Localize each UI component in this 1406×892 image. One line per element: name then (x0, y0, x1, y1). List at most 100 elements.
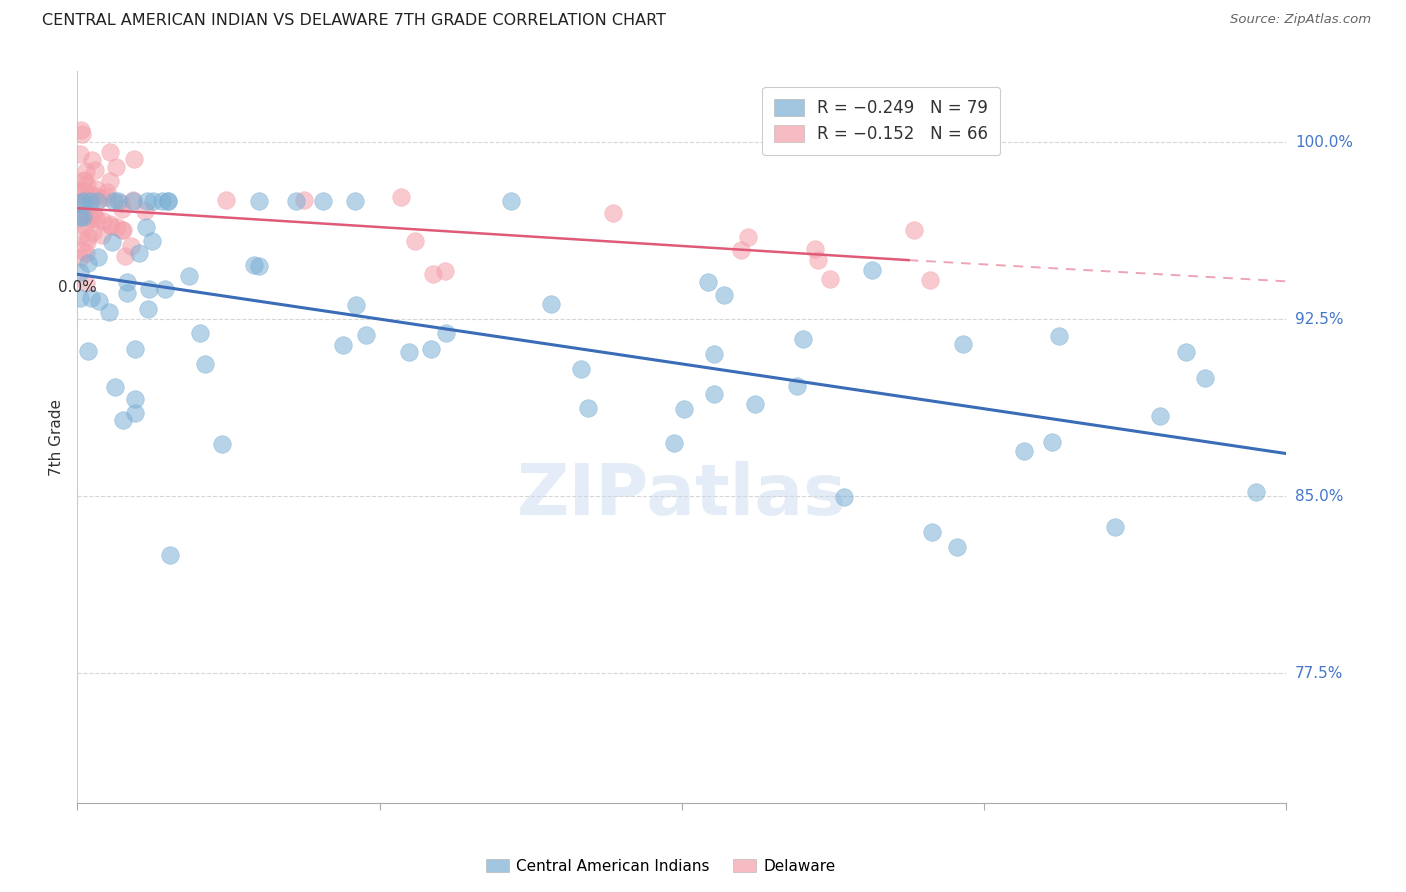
Point (284, 194, 307, 208)
Point (124, 392, 146, 406)
Point (121, 193, 143, 207)
Legend: R = −0.249   N = 79, R = −0.152   N = 66: R = −0.249 N = 79, R = −0.152 N = 66 (762, 87, 1000, 155)
Point (159, 548, 181, 562)
Point (136, 194, 159, 208)
Point (73, 174, 96, 188)
Point (576, 401, 599, 415)
Point (744, 397, 766, 411)
Point (1104, 520, 1126, 534)
Point (79, 194, 101, 208)
Point (76, 235, 98, 250)
Point (100, 235, 122, 249)
Point (69, 146, 91, 161)
Point (91, 214, 114, 228)
Point (70, 123, 93, 137)
Point (87, 251, 110, 265)
Point (84, 189, 107, 203)
Point (1149, 409, 1171, 423)
Point (90, 228, 112, 243)
Point (662, 436, 685, 450)
Point (730, 243, 752, 257)
Point (100, 217, 122, 231)
Point (122, 152, 145, 166)
Point (87, 293, 110, 308)
Point (105, 160, 128, 174)
Point (96, 190, 118, 204)
Point (110, 196, 132, 211)
Point (76, 256, 98, 270)
Point (134, 204, 156, 219)
Point (952, 337, 974, 351)
Text: 0.0%: 0.0% (58, 280, 97, 295)
Point (389, 190, 412, 204)
Point (243, 258, 266, 272)
Point (737, 229, 759, 244)
Point (1244, 485, 1267, 500)
Text: CENTRAL AMERICAN INDIAN VS DELAWARE 7TH GRADE CORRELATION CHART: CENTRAL AMERICAN INDIAN VS DELAWARE 7TH … (42, 13, 666, 29)
Point (111, 223, 134, 237)
Point (247, 260, 270, 274)
Point (69, 196, 91, 211)
Point (602, 206, 624, 220)
Point (398, 344, 420, 359)
Point (141, 234, 163, 248)
Point (80, 291, 103, 305)
Point (72, 127, 94, 141)
Point (100, 219, 122, 233)
Point (419, 342, 441, 356)
Legend: Central American Indians, Delaware: Central American Indians, Delaware (479, 853, 842, 880)
Text: ZIPatlas: ZIPatlas (517, 461, 846, 530)
Point (786, 378, 808, 392)
Point (70, 244, 93, 259)
Point (404, 234, 426, 248)
Point (98, 174, 121, 188)
Point (135, 219, 157, 234)
Point (1040, 435, 1063, 450)
Point (703, 386, 725, 401)
Point (713, 288, 735, 302)
Point (73, 219, 96, 234)
Point (115, 275, 138, 289)
Text: Source: ZipAtlas.com: Source: ZipAtlas.com (1230, 13, 1371, 27)
Point (69, 228, 91, 243)
Point (91, 191, 114, 205)
Point (69, 187, 91, 202)
Point (188, 326, 211, 341)
Point (77, 344, 100, 359)
Point (1174, 345, 1197, 359)
Text: 100.0%: 100.0% (1295, 135, 1353, 150)
Point (921, 524, 943, 539)
Point (112, 223, 135, 237)
Point (98, 145, 121, 159)
Point (569, 361, 592, 376)
Point (73, 206, 96, 220)
Point (434, 326, 457, 340)
Point (946, 540, 969, 554)
Point (156, 194, 179, 208)
Point (80, 212, 103, 227)
Point (332, 338, 354, 352)
Point (84, 181, 107, 195)
Point (70, 184, 93, 198)
Point (75, 164, 97, 178)
Point (194, 357, 217, 371)
Point (918, 273, 941, 287)
Point (69, 211, 91, 225)
Point (115, 285, 138, 300)
Point (75, 184, 97, 198)
Point (807, 253, 830, 268)
Point (86, 211, 108, 225)
Point (540, 297, 562, 311)
Point (179, 269, 201, 284)
Point (818, 271, 841, 285)
Point (792, 333, 814, 347)
Point (860, 263, 883, 277)
Point (69, 265, 91, 279)
Text: 92.5%: 92.5% (1295, 311, 1343, 326)
Point (111, 413, 134, 427)
Point (247, 194, 270, 208)
Point (672, 402, 695, 417)
Point (103, 194, 125, 208)
Point (104, 380, 127, 394)
Point (80, 206, 103, 220)
